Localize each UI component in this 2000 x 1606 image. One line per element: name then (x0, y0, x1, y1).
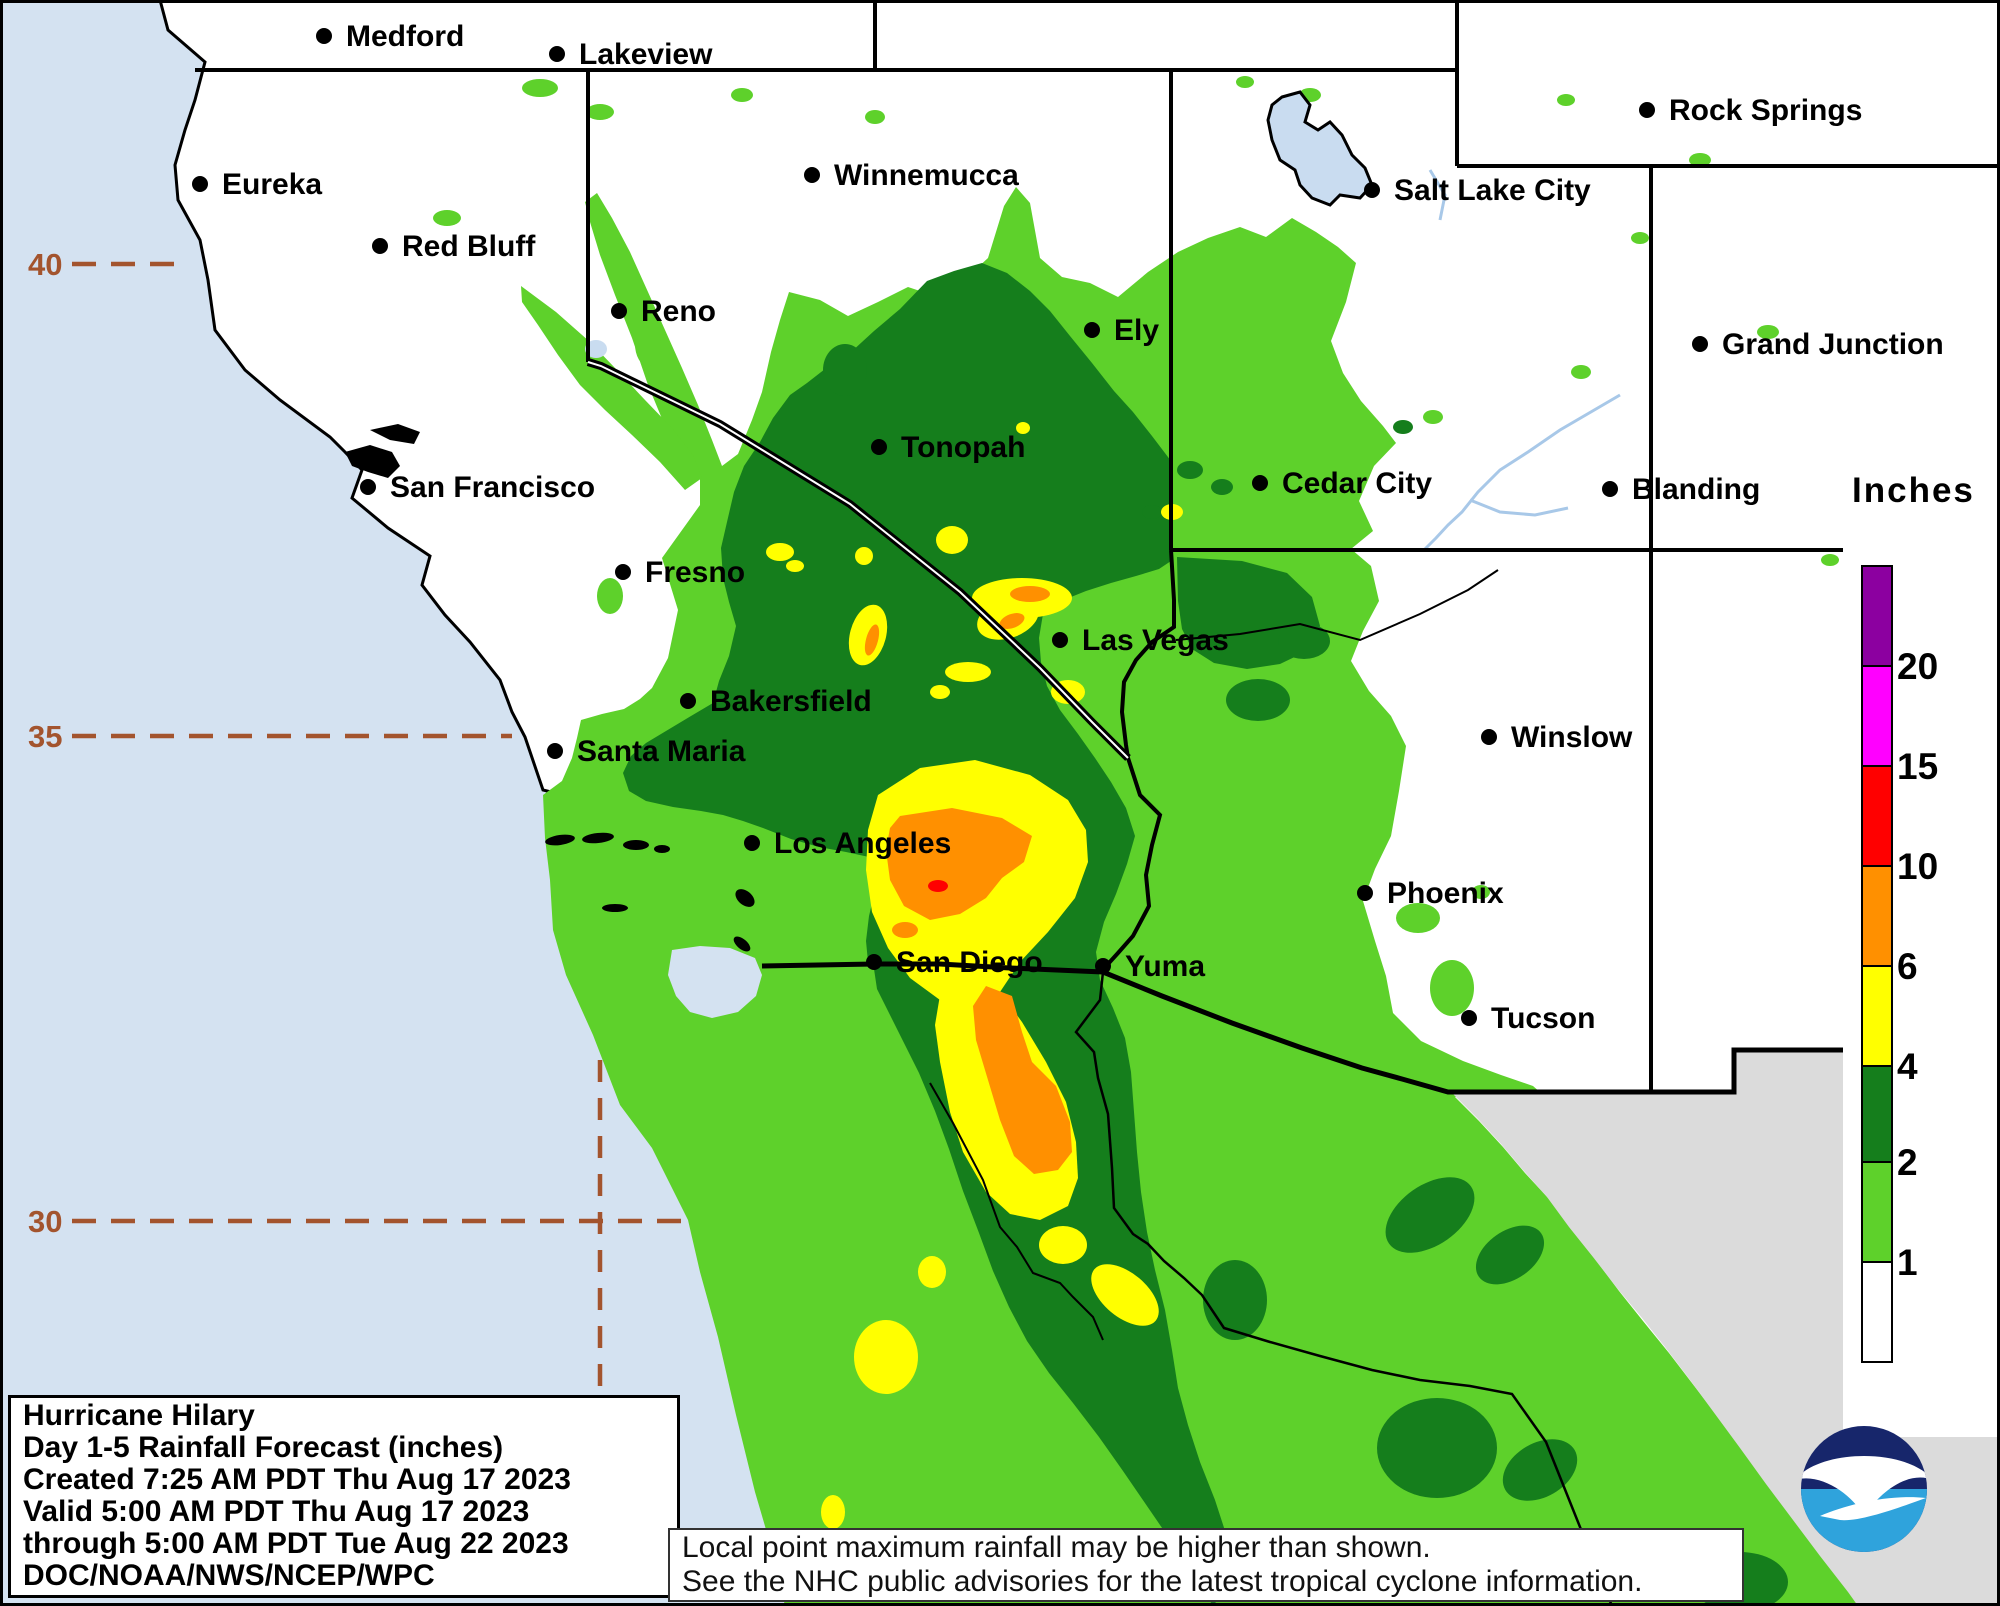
city-dot (1602, 481, 1618, 497)
legend-segment (1861, 665, 1893, 767)
legend-segment (1861, 1161, 1893, 1263)
city-dot (192, 176, 208, 192)
city-dot (1481, 729, 1497, 745)
city-label: Eureka (222, 168, 322, 201)
legend-segment (1861, 1065, 1893, 1163)
latitude-label: 35 (28, 719, 62, 754)
city-dot (1357, 885, 1373, 901)
city-label: Los Angeles (774, 827, 951, 860)
city-dot (1461, 1010, 1477, 1026)
legend-tick-label: 20 (1897, 646, 1938, 687)
city-dot (1692, 336, 1708, 352)
city-dot (680, 693, 696, 709)
city-label: Blanding (1632, 473, 1760, 506)
legend-segment (1861, 765, 1893, 867)
city-label: Medford (346, 20, 464, 53)
legend-tick-label: 4 (1897, 1046, 1918, 1087)
city-dot (372, 238, 388, 254)
city-label: Grand Junction (1722, 328, 1944, 361)
lake-tahoe (585, 340, 607, 358)
latitude-lines: 40 35 30 (28, 247, 686, 1392)
city-dot (744, 835, 760, 851)
city-label: Winslow (1511, 721, 1633, 754)
city-label: Reno (641, 295, 716, 328)
city-dot (615, 564, 631, 580)
city-dot (1639, 102, 1655, 118)
city-label: Santa Maria (577, 735, 746, 768)
legend-tick-label: 15 (1897, 746, 1938, 787)
title-line: Day 1-5 Rainfall Forecast (inches) (23, 1431, 504, 1464)
legend-segment (1861, 865, 1893, 967)
city-dot (866, 954, 882, 970)
city-label: Bakersfield (710, 685, 872, 718)
city-dot (1052, 632, 1068, 648)
sf-bay (345, 424, 420, 478)
rain-specks-1in (433, 76, 1839, 1016)
noaa-logo-text: NOAA (1832, 1456, 1897, 1481)
latitude-label: 30 (28, 1204, 62, 1239)
colorado-river-grand-canyon (1175, 569, 1499, 642)
title-box: Hurricane Hilary Day 1-5 Rainfall Foreca… (8, 1395, 680, 1598)
rain-contour-10in (928, 880, 948, 892)
us-mexico-border (761, 961, 1845, 1095)
city-label: Phoenix (1387, 877, 1504, 910)
great-salt-lake (1266, 90, 1374, 207)
city-label: San Francisco (390, 471, 595, 504)
rainfall-legend: Inches 20 15 10 6 4 2 1 (1843, 447, 2000, 1437)
city-dot (316, 28, 332, 44)
city-label: Fresno (645, 556, 745, 589)
city-dot (547, 743, 563, 759)
noaa-logo: NOAA (1801, 1426, 1927, 1552)
city-label: Las Vegas (1082, 624, 1229, 657)
title-line: Created 7:25 AM PDT Thu Aug 17 2023 (23, 1463, 571, 1496)
ca-nv-diagonal-border-core (587, 361, 1129, 759)
city-markers: Medford Lakeview Eureka Red Bluff Winnemucca… (192, 20, 1944, 1035)
city-dot (549, 46, 565, 62)
city-label: Lakeview (579, 38, 713, 71)
disclaimer-box: Local point maximum rainfall may be high… (668, 1528, 1744, 1602)
rain-contour-1in-sierra (521, 286, 702, 490)
legend-tick-label: 1 (1897, 1242, 1918, 1283)
legend-tick-label: 2 (1897, 1142, 1918, 1183)
city-label: Tonopah (901, 431, 1025, 464)
city-label: Yuma (1125, 950, 1205, 983)
city-dot (360, 479, 376, 495)
disclaimer-line: Local point maximum rainfall may be high… (682, 1531, 1431, 1564)
latitude-label: 40 (28, 247, 62, 282)
city-dot (1084, 322, 1100, 338)
baja-river (929, 1082, 1104, 1341)
legend-segment (1861, 1261, 1893, 1363)
offshore-light-pocket (668, 946, 762, 1018)
rain-contour-6in (864, 586, 1072, 1174)
channel-islands (545, 832, 755, 952)
city-label: Winnemucca (834, 159, 1019, 192)
city-label: Red Bluff (402, 230, 536, 263)
city-dot (871, 439, 887, 455)
title-line: DOC/NOAA/NWS/NCEP/WPC (23, 1559, 435, 1592)
city-dot (611, 303, 627, 319)
disclaimer-line: See the NHC public advisories for the la… (682, 1565, 1643, 1598)
title-line: through 5:00 AM PDT Tue Aug 22 2023 (23, 1527, 569, 1560)
legend-tick-label: 10 (1897, 846, 1938, 887)
city-label: Tucson (1491, 1002, 1595, 1035)
legend-title: Inches (1852, 471, 1975, 510)
city-label: Ely (1114, 314, 1159, 347)
title-line: Hurricane Hilary (23, 1399, 255, 1432)
city-label: Salt Lake City (1394, 174, 1591, 207)
legend-segment (1861, 965, 1893, 1067)
city-label: Rock Springs (1669, 94, 1862, 127)
colorado-river-gulf-coast (1074, 971, 1614, 1606)
legend-tick-label: 6 (1897, 946, 1918, 987)
city-label: Cedar City (1282, 467, 1432, 500)
utah-rivers (1422, 169, 1621, 552)
city-dot (1364, 182, 1380, 198)
city-dot (804, 167, 820, 183)
legend-segment (1861, 565, 1893, 667)
city-dot (1252, 475, 1268, 491)
city-dot (1095, 958, 1111, 974)
city-label: San Diego (896, 946, 1043, 979)
title-line: Valid 5:00 AM PDT Thu Aug 17 2023 (23, 1495, 530, 1528)
